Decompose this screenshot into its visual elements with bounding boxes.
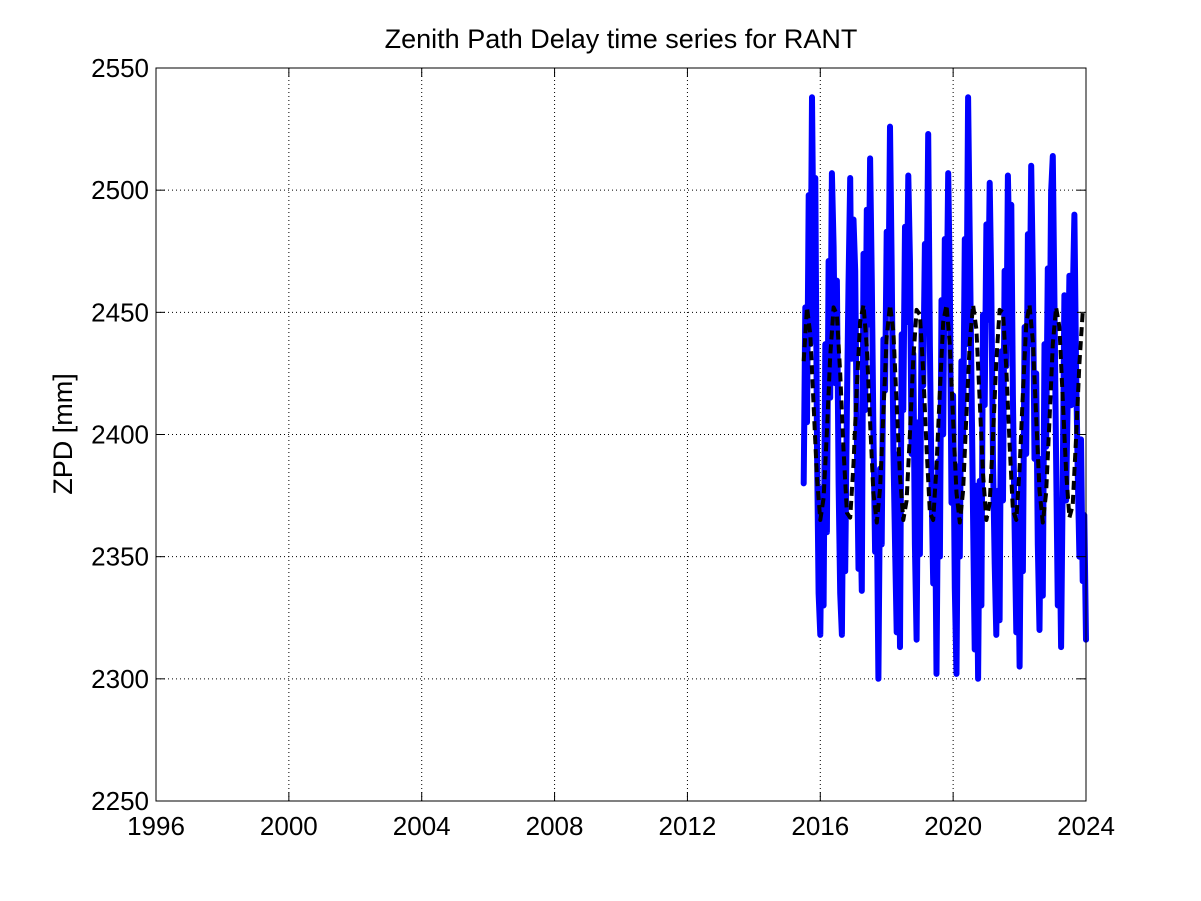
x-tick-label: 2004 bbox=[393, 811, 451, 841]
y-tick-label: 2450 bbox=[91, 297, 149, 327]
tick-layer: 1996 2000 2004 2008 2012 2016 2020 2024 2250 2300… bbox=[91, 53, 1115, 841]
x-tick-label: 2008 bbox=[526, 811, 584, 841]
x-tick-label: 2000 bbox=[260, 811, 318, 841]
x-tick-label: 1996 bbox=[127, 811, 185, 841]
chart-title: Zenith Path Delay time series for RANT bbox=[385, 24, 858, 54]
y-tick-label: 2350 bbox=[91, 542, 149, 572]
seasonal-fit-line bbox=[801, 303, 1088, 525]
y-tick-label: 2400 bbox=[91, 420, 149, 450]
x-tick-label: 2012 bbox=[659, 811, 717, 841]
y-tick-label: 2550 bbox=[91, 53, 149, 83]
y-tick-label: 2250 bbox=[91, 786, 149, 816]
y-tick-label: 2500 bbox=[91, 175, 149, 205]
x-tick-label: 2016 bbox=[791, 811, 849, 841]
x-tick-label: 2020 bbox=[924, 811, 982, 841]
y-tick-label: 2300 bbox=[91, 664, 149, 694]
series-layer bbox=[800, 94, 1089, 682]
x-tick-label: 2024 bbox=[1057, 811, 1115, 841]
zpd-series-line bbox=[800, 94, 1089, 682]
y-axis-label: ZPD [mm] bbox=[48, 373, 78, 495]
